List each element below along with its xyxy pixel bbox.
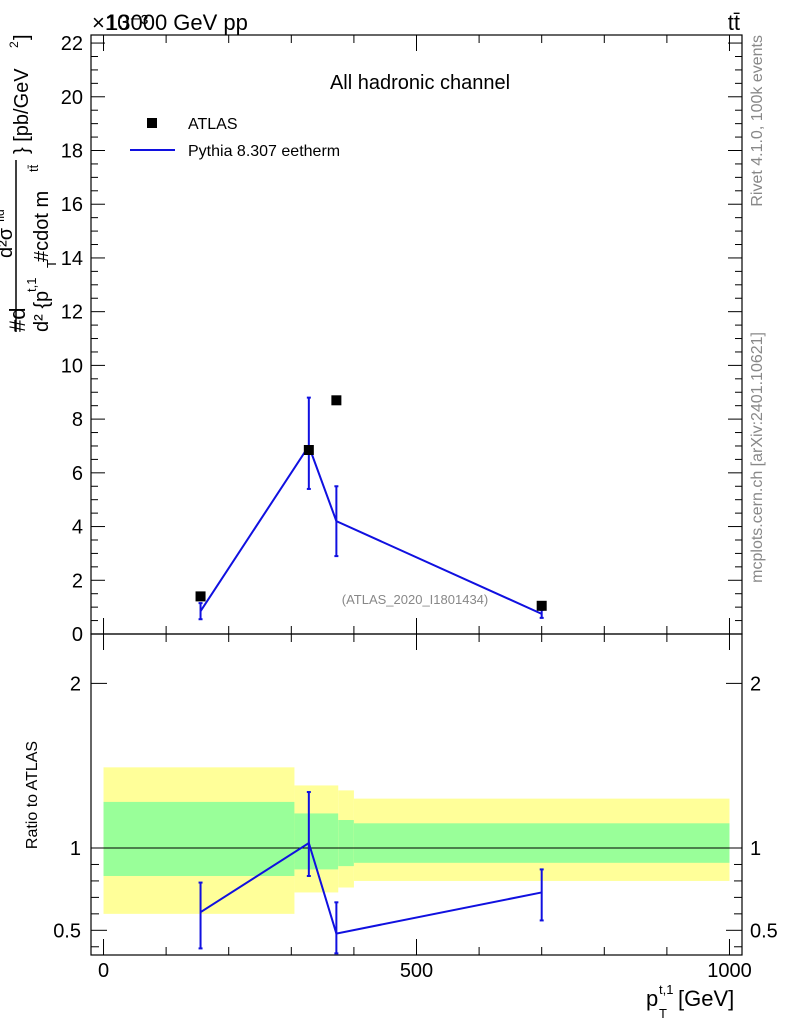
legend: ATLAS Pythia 8.307 eetherm xyxy=(130,116,340,160)
ratio-y-tick-label-right: 0.5 xyxy=(750,920,778,942)
exponent-label: ×10⁻³ xyxy=(92,10,148,35)
pythia-line xyxy=(199,443,543,615)
ratio-x-tick-label: 0 xyxy=(98,960,109,982)
main-y-tick-label: 2 xyxy=(72,570,83,592)
ratio-y-tick-label: 0.5 xyxy=(53,920,81,942)
main-y-tick-label: 20 xyxy=(61,87,83,109)
energy-label: 13000 GeV pp xyxy=(106,10,248,35)
legend-label-pythia: Pythia 8.307 eetherm xyxy=(188,143,340,160)
legend-marker-atlas xyxy=(147,118,157,128)
main-y-tick-label: 16 xyxy=(61,194,83,216)
main-y-tick-label: 6 xyxy=(72,463,83,485)
ylabel-d: #d xyxy=(5,308,30,332)
ylabel-cdot: #cdot m xyxy=(31,191,53,262)
ratio-y-tick-label-right: 1 xyxy=(750,838,761,860)
main-y-tick-label: 8 xyxy=(72,409,83,431)
main-y-tick-label: 4 xyxy=(72,517,83,539)
main-y-tick-label: 18 xyxy=(61,141,83,163)
xlabel-sup: t,1 xyxy=(659,982,673,997)
atlas-data-point xyxy=(536,600,547,611)
ylabel-fid: fid xyxy=(0,209,7,222)
main-y-tick-label: 14 xyxy=(61,248,83,270)
atlas-data-point xyxy=(331,395,342,406)
main-ylabel: #d d²σ fid d² {p t,1 T #cdot m tt̄ } [pb… xyxy=(0,34,59,332)
atlas-data-point xyxy=(195,591,206,602)
xlabel: p t,1 T [GeV] xyxy=(646,982,734,1021)
legend-label-atlas: ATLAS xyxy=(188,116,238,133)
ratio-x-tick-label: 1000 xyxy=(707,960,752,982)
process-label: tt̄ xyxy=(728,10,740,35)
chart-title: All hadronic channel xyxy=(330,72,510,94)
rivet-label: Rivet 4.1.0, 100k events xyxy=(749,35,766,207)
main-y-tick-label: 12 xyxy=(61,302,83,324)
ratio-band-green xyxy=(103,801,295,876)
ylabel-unit-close: ] xyxy=(11,34,33,40)
ylabel-numerator: d²σ xyxy=(0,227,17,258)
atlas-data-point xyxy=(303,445,314,456)
xlabel-sub: T xyxy=(659,1006,667,1021)
ylabel-sub: T xyxy=(44,260,59,268)
ratio-y-tick-label: 1 xyxy=(70,838,81,860)
ratio-band-green xyxy=(294,813,339,870)
ratio-x-tick-label: 500 xyxy=(400,960,433,982)
main-y-tick-label: 22 xyxy=(61,33,83,55)
main-y-tick-label: 0 xyxy=(72,624,83,646)
ylabel-tt: tt̄ xyxy=(26,164,41,172)
ylabel-sup: t,1 xyxy=(24,278,39,292)
xlabel-unit: [GeV] xyxy=(678,986,734,1011)
ratio-pythia-line xyxy=(200,841,542,935)
xlabel-main: p xyxy=(646,986,658,1011)
mcplots-label: mcplots.cern.ch [arXiv:2401.10621] xyxy=(749,332,766,583)
main-y-tick-label: 10 xyxy=(61,355,83,377)
ratio-y-tick-label: 2 xyxy=(70,673,81,695)
ratio-y-tick-label-right: 2 xyxy=(750,673,761,695)
ratio-band-green xyxy=(353,823,730,863)
watermark: (ATLAS_2020_I1801434) xyxy=(342,592,488,607)
ratio-ylabel: Ratio to ATLAS xyxy=(24,741,41,849)
ylabel-unit: } [pb/GeV xyxy=(11,68,33,154)
ylabel-denominator: d² {p xyxy=(31,291,53,332)
ratio-band-green xyxy=(338,820,354,867)
ylabel-unit-exp: 2 xyxy=(7,41,21,48)
